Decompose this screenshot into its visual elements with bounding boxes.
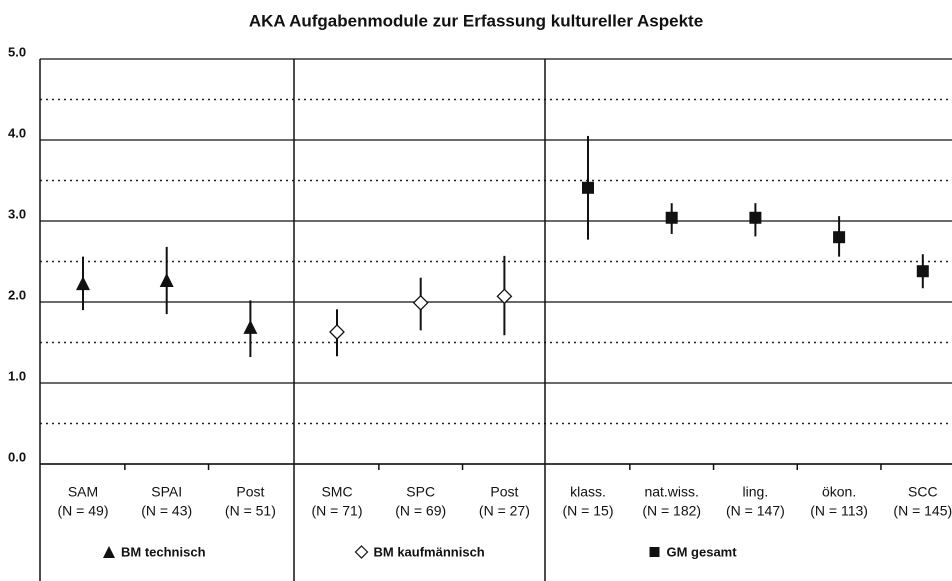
n-label: (N = 49)	[58, 503, 109, 519]
y-tick-label: 2.0	[8, 287, 26, 302]
marker	[243, 319, 258, 334]
legend-marker	[649, 547, 660, 557]
legend-label: BM kaufmännisch	[374, 544, 485, 559]
n-label: (N = 147)	[726, 503, 785, 519]
chart-title: AKA Aufgabenmodule zur Erfassung kulture…	[249, 11, 703, 30]
legend-label: BM technisch	[121, 544, 206, 559]
y-tick-label: 0.0	[8, 449, 26, 464]
n-label: (N = 51)	[225, 503, 276, 519]
marker	[749, 211, 762, 224]
n-label: (N = 182)	[642, 503, 701, 519]
legend-marker	[103, 546, 115, 558]
n-label: (N = 27)	[479, 503, 530, 519]
y-tick-label: 4.0	[8, 125, 26, 140]
x-tick-label: Post	[236, 484, 264, 500]
x-tick-label: klass.	[570, 484, 606, 500]
x-tick-label: ling.	[743, 484, 769, 500]
marker	[665, 211, 678, 224]
x-tick-label: ökon.	[822, 484, 856, 500]
marker	[76, 276, 90, 291]
n-label: (N = 145)	[893, 503, 952, 519]
x-tick-label: Post	[490, 484, 518, 500]
n-label: (N = 113)	[810, 503, 868, 519]
x-tick-label: SPAI	[151, 484, 182, 500]
x-tick-label: SAM	[68, 484, 98, 500]
y-tick-label: 5.0	[8, 44, 26, 59]
marker	[833, 231, 846, 244]
y-tick-label: 1.0	[8, 368, 26, 383]
n-label: (N = 43)	[141, 503, 192, 519]
y-tick-label: 3.0	[8, 206, 26, 221]
marker	[496, 288, 513, 305]
marker	[916, 265, 929, 278]
marker	[582, 181, 594, 194]
x-tick-label: SPC	[406, 484, 435, 500]
x-tick-label: SCC	[908, 484, 938, 500]
n-label: (N = 71)	[312, 503, 363, 519]
legend-label: GM gesamt	[667, 544, 738, 559]
x-tick-label: SMC	[321, 484, 352, 500]
marker	[159, 272, 174, 287]
marker	[412, 294, 429, 311]
marker	[329, 324, 345, 340]
x-tick-label: nat.wiss.	[644, 484, 698, 500]
n-label: (N = 15)	[563, 503, 614, 519]
legend-marker	[354, 545, 369, 559]
n-label: (N = 69)	[395, 503, 446, 519]
